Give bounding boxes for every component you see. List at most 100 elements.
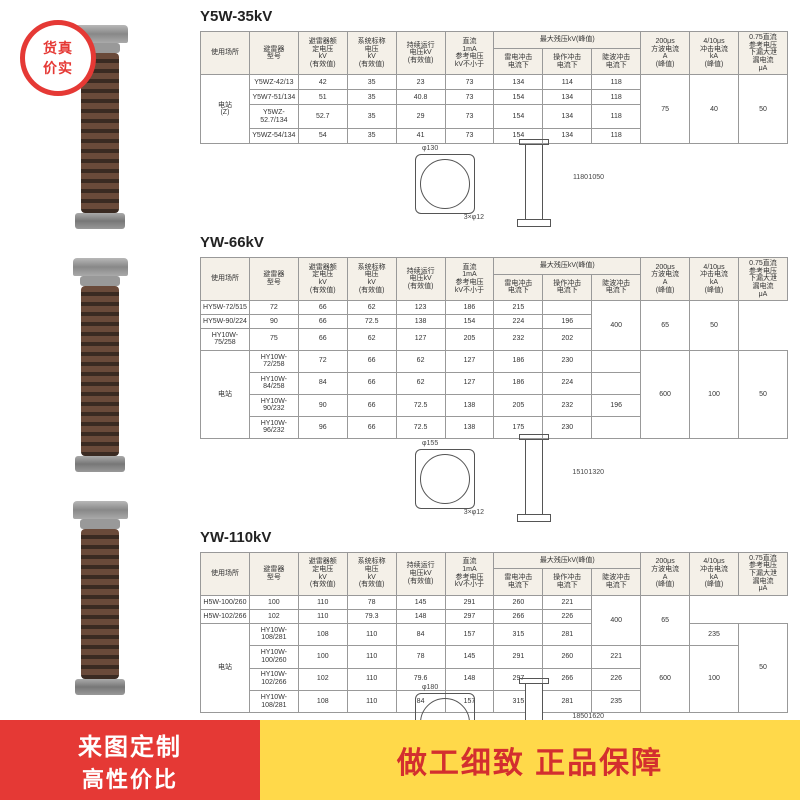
table-cell: 600: [641, 646, 690, 713]
table-cell: 84: [298, 372, 347, 394]
table-header: 0.75直流参考电压下漏大泄漏电流μA: [738, 32, 787, 75]
table-header: 0.75直流参考电压下漏大泄漏电流μA: [738, 257, 787, 300]
table-cell: 108: [298, 623, 347, 645]
table-cell: 62: [347, 328, 396, 350]
table-row: 电站HY10W-108/2811081108415731528123550: [201, 623, 788, 645]
table-header: 避雷器型号: [249, 552, 298, 595]
table-cell: 145: [445, 646, 494, 668]
table-cell: HY10W-72/258: [249, 350, 298, 372]
height-dim: 1510: [572, 469, 588, 476]
table-cell: 66: [347, 350, 396, 372]
table-cell: 电站: [201, 350, 250, 438]
height-dim: 1850: [572, 713, 588, 720]
table-cell: 196: [543, 315, 592, 329]
table-subheader: 陡波冲击电流下: [592, 569, 641, 596]
table-cell: 186: [445, 301, 494, 315]
footer-left-line2: 高性价比: [82, 762, 178, 794]
table-cell: 66: [298, 315, 347, 329]
table-cell: 73: [445, 75, 494, 90]
table-cell: 78: [347, 596, 396, 610]
table-subheader: 陡波冲击电流下: [592, 48, 641, 75]
table-cell: 127: [396, 328, 445, 350]
shed-height-dim: 1320: [588, 469, 604, 476]
flange-bolt-dim: φ180: [422, 684, 438, 691]
table-cell: 40: [690, 75, 739, 144]
table-cell: HY10W-108/281: [249, 623, 298, 645]
table-cell: H5W-100/260: [201, 596, 250, 610]
table-cell: 电站: [201, 623, 250, 712]
content-area: Y5W-35kV使用场所避雷器型号避雷器额定电压kV(有效值)系统标称电压kV(…: [0, 0, 800, 720]
table-cell: 400: [592, 301, 641, 350]
table-cell: [543, 301, 592, 315]
arrester-image-110kv: [73, 501, 128, 695]
footer-left: 来图定制 高性价比: [0, 720, 260, 800]
flange-holes-dim: 3×φ12: [464, 214, 484, 221]
table-cell: 134: [494, 75, 543, 90]
table-cell: 148: [445, 668, 494, 690]
table-cell: 202: [543, 328, 592, 350]
diagram-row: φ1303×φ1211801050: [200, 138, 788, 228]
table-cell: [592, 350, 641, 372]
table-cell: 51: [298, 90, 347, 105]
table-cell: HY10W-90/232: [249, 394, 298, 416]
table-row: 电站(Z)Y5WZ-42/1342352373134114118754050: [201, 75, 788, 90]
table-cell: 127: [445, 350, 494, 372]
table-cell: Y5W7-51/134: [249, 90, 298, 105]
table-subheader: 操作冲击电流下: [543, 48, 592, 75]
table-cell: 315: [494, 623, 543, 645]
table-cell: 260: [543, 646, 592, 668]
table-cell: 186: [494, 372, 543, 394]
table-cell: 138: [445, 394, 494, 416]
table-cell: 66: [347, 394, 396, 416]
table-header: 避雷器额定电压kV(有效值): [298, 552, 347, 595]
table-cell: 600: [641, 350, 690, 438]
table-cell: HY5W-90/224: [201, 315, 250, 329]
table-cell: 50: [738, 75, 787, 144]
table-row: 电站HY10W-72/25872666212718623060010050: [201, 350, 788, 372]
table-cell: 154: [445, 315, 494, 329]
table-cell: 100: [249, 596, 298, 610]
table-cell: 50: [738, 623, 787, 712]
table-cell: 127: [445, 372, 494, 394]
table-cell: 75: [641, 75, 690, 144]
table-cell: 35: [347, 90, 396, 105]
table-cell: 110: [298, 609, 347, 623]
section-title: YW-110kV: [200, 529, 788, 546]
spec-table: 使用场所避雷器型号避雷器额定电压kV(有效值)系统标称电压kV(有效值)持续运行…: [200, 31, 788, 134]
table-cell: Y5WZ-42/13: [249, 75, 298, 90]
table-cell: 118: [592, 90, 641, 105]
table-cell: 226: [592, 668, 641, 690]
table-header: 使用场所: [201, 32, 250, 75]
table-cell: Y5WZ-52.7/134: [249, 105, 298, 129]
table-cell: 154: [494, 105, 543, 129]
table-header: 最大残压kV(峰值): [494, 32, 641, 49]
flange-diagram: φ1553×φ12: [414, 448, 474, 508]
table-cell: H5W-102/266: [201, 609, 250, 623]
arrester-image-66kv: [73, 258, 128, 472]
table-header: 持续运行电压kV(有效值): [396, 552, 445, 595]
table-cell: 134: [543, 105, 592, 129]
table-header: 避雷器额定电压kV(有效值): [298, 32, 347, 75]
table-cell: 102: [298, 668, 347, 690]
height-dim: 1180: [573, 174, 588, 181]
table-cell: 123: [396, 301, 445, 315]
table-cell: 75: [249, 328, 298, 350]
table-subheader: 操作冲击电流下: [543, 569, 592, 596]
table-header: 直流1mA参考电压kV不小于: [445, 257, 494, 300]
table-cell: HY10W-100/260: [249, 646, 298, 668]
table-subheader: 操作冲击电流下: [543, 274, 592, 301]
table-cell: HY10W-84/258: [249, 372, 298, 394]
table-cell: [592, 372, 641, 394]
table-header: 0.75直流参考电压下漏大泄漏电流μA: [738, 552, 787, 595]
table-cell: HY10W-102/266: [249, 668, 298, 690]
flange-diagram: φ1303×φ12: [414, 153, 474, 213]
table-cell: 224: [543, 372, 592, 394]
table-header: 4/10μs冲击电流kA(峰值): [690, 32, 739, 75]
table-cell: 66: [347, 372, 396, 394]
table-cell: 40.8: [396, 90, 445, 105]
table-cell: 154: [494, 90, 543, 105]
table-row: H5W-102/26610211079.3148297266226: [201, 609, 788, 623]
table-cell: 100: [690, 646, 739, 713]
table-cell: 72.5: [396, 394, 445, 416]
flange-bolt-dim: φ130: [422, 145, 438, 152]
